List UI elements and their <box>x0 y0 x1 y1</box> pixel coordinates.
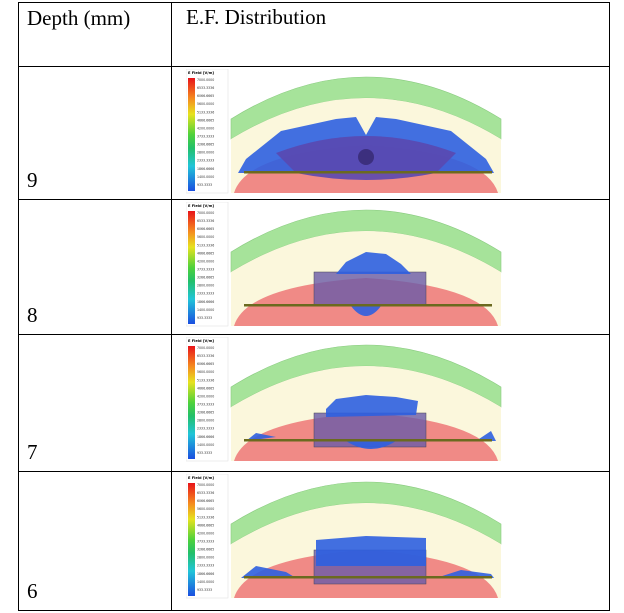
field-image: E Field [V/m] 7000.0000 6533.3336 6066.6665… <box>186 202 506 328</box>
legend-label: 933.3333 <box>197 183 212 187</box>
depth-value: 6 <box>27 579 38 603</box>
legend-title: E Field [V/m] <box>188 339 214 343</box>
results-table: Depth (mm) E.F. Distribution 9 E Field [V… <box>18 2 610 611</box>
legend-label: 4666.6665 <box>197 118 214 122</box>
depth-cell: 7 <box>19 335 172 472</box>
depth-cell: 9 <box>19 67 172 200</box>
legend-label: 5133.3336 <box>197 110 214 114</box>
legend-label: 5133.3336 <box>197 243 214 247</box>
depth-cell: 6 <box>19 472 172 611</box>
legend-label: 6533.3336 <box>197 86 214 90</box>
electrode <box>244 439 492 442</box>
legend-label: 4200.0000 <box>197 394 214 398</box>
legend-label: 7000.0000 <box>197 211 214 215</box>
legend-label: 7000.0000 <box>197 78 214 82</box>
legend-label: 6533.3336 <box>197 219 214 223</box>
legend-label: 3733.3333 <box>197 540 214 544</box>
image-cell: E Field [V/m] 7000.0000 6533.3336 6066.6665… <box>172 200 610 335</box>
legend-label: 6066.6665 <box>197 227 214 231</box>
legend-label: 2333.3333 <box>197 427 214 431</box>
legend-label: 4200.0000 <box>197 126 214 130</box>
legend-label: 933.3333 <box>197 588 212 592</box>
header-text: E.F. Distribution <box>186 5 326 29</box>
legend-label: 5133.3336 <box>197 515 214 519</box>
data-row: 6 E Field [V/m] 7000.0000 6533.3336 6066.666… <box>19 472 610 611</box>
legend-label: 5600.0000 <box>197 235 214 239</box>
legend-label: 3733.3333 <box>197 135 214 139</box>
legend-label: 1866.6666 <box>197 300 214 304</box>
legend-label: 4666.6665 <box>197 251 214 255</box>
legend-label: 7000.0000 <box>197 483 214 487</box>
data-row: 8 E Field [V/m] 7000.0000 6533.3336 6066.666… <box>19 200 610 335</box>
legend-bar <box>188 483 195 596</box>
legend-label: 4666.6665 <box>197 386 214 390</box>
legend-label: 6066.6665 <box>197 499 214 503</box>
depth-value: 9 <box>27 168 38 192</box>
data-row: 7 E Field [V/m] 7000.0000 6533.3336 6066.666… <box>19 335 610 472</box>
legend-label: 3266.6665 <box>197 411 214 415</box>
legend-label: 5133.3336 <box>197 378 214 382</box>
header-row: Depth (mm) E.F. Distribution <box>19 3 610 67</box>
field-spot <box>358 149 374 165</box>
data-row: 9 E Field [V/m] 7000.0000 6533.3336 6066.666… <box>19 67 610 200</box>
field-image: E Field [V/m] 7000.0000 6533.3336 6066.6665… <box>186 69 506 195</box>
legend-label: 2333.3333 <box>197 159 214 163</box>
legend-label: 3266.6665 <box>197 143 214 147</box>
legend-label: 1866.6666 <box>197 167 214 171</box>
legend-label: 3733.3333 <box>197 268 214 272</box>
legend-title: E Field [V/m] <box>188 71 214 75</box>
field-image: E Field [V/m] 7000.0000 6533.3336 6066.6665… <box>186 474 506 600</box>
legend-label: 4200.0000 <box>197 531 214 535</box>
legend-label: 7000.0000 <box>197 346 214 350</box>
legend-label: 933.3333 <box>197 451 212 455</box>
legend-label: 2800.0000 <box>197 151 214 155</box>
legend-bar <box>188 211 195 324</box>
legend-label: 3266.6665 <box>197 548 214 552</box>
legend-label: 6533.3336 <box>197 354 214 358</box>
legend-label: 6066.6665 <box>197 94 214 98</box>
legend-label: 1400.0000 <box>197 443 214 447</box>
legend-label: 2333.3333 <box>197 292 214 296</box>
legend-bar <box>188 346 195 459</box>
legend-label: 4200.0000 <box>197 259 214 263</box>
electrode <box>244 171 492 174</box>
header-cell: Depth (mm) <box>19 3 172 67</box>
legend-label: 933.3333 <box>197 316 212 320</box>
header-cell: E.F. Distribution <box>172 3 610 67</box>
header-text: Depth (mm) <box>27 6 130 30</box>
legend-label: 1400.0000 <box>197 308 214 312</box>
image-cell: E Field [V/m] 7000.0000 6533.3336 6066.6665… <box>172 335 610 472</box>
legend-label: 6533.3336 <box>197 491 214 495</box>
depth-value: 8 <box>27 303 38 327</box>
electrode <box>244 576 492 579</box>
legend-label: 2800.0000 <box>197 419 214 423</box>
image-cell: E Field [V/m] 7000.0000 6533.3336 6066.6665… <box>172 67 610 200</box>
legend-label: 1866.6666 <box>197 435 214 439</box>
device-box <box>314 272 426 306</box>
legend-label: 4666.6665 <box>197 523 214 527</box>
field-image: E Field [V/m] 7000.0000 6533.3336 6066.6665… <box>186 337 506 463</box>
electrode <box>244 304 492 307</box>
legend-label: 1400.0000 <box>197 580 214 584</box>
legend-label: 2333.3333 <box>197 564 214 568</box>
legend-label: 5600.0000 <box>197 507 214 511</box>
legend-label: 2800.0000 <box>197 284 214 288</box>
legend-bar <box>188 78 195 191</box>
legend-label: 6066.6665 <box>197 362 214 366</box>
legend-label: 3266.6665 <box>197 276 214 280</box>
depth-cell: 8 <box>19 200 172 335</box>
legend-title: E Field [V/m] <box>188 204 214 208</box>
legend-label: 1866.6666 <box>197 572 214 576</box>
legend-title: E Field [V/m] <box>188 476 214 480</box>
legend-label: 5600.0000 <box>197 102 214 106</box>
legend-label: 2800.0000 <box>197 556 214 560</box>
image-cell: E Field [V/m] 7000.0000 6533.3336 6066.6665… <box>172 472 610 611</box>
depth-value: 7 <box>27 440 38 464</box>
legend-label: 3733.3333 <box>197 403 214 407</box>
legend-label: 1400.0000 <box>197 175 214 179</box>
legend-label: 5600.0000 <box>197 370 214 374</box>
